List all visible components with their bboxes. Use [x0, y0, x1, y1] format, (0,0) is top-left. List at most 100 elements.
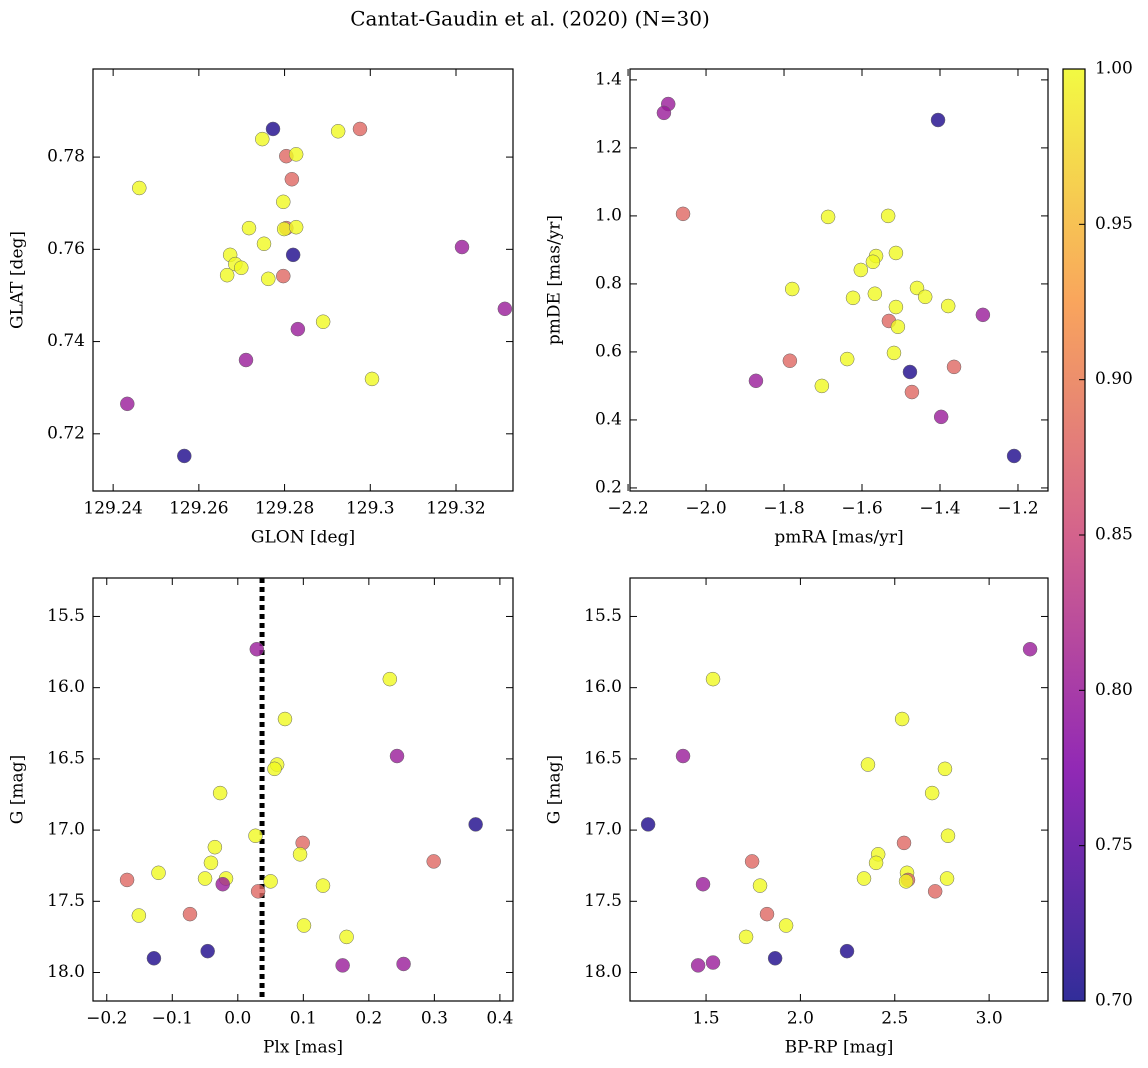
y-tick-label: 16.0	[584, 677, 622, 697]
x-tick-label: 129.24	[83, 499, 142, 519]
point	[865, 254, 881, 270]
point	[335, 958, 350, 973]
point	[867, 286, 883, 302]
point	[675, 748, 691, 764]
point	[285, 247, 301, 263]
point	[396, 956, 411, 972]
y-tick-label: 17.0	[47, 820, 85, 840]
point	[917, 289, 933, 305]
x-tick-label: −1.6	[841, 499, 882, 519]
point	[288, 147, 304, 162]
y-tick-label: 0.6	[595, 341, 622, 361]
point	[238, 352, 254, 368]
x-tick-label: −1.4	[919, 499, 960, 519]
colorbar-tick-label: 1.00	[1095, 59, 1133, 79]
point	[839, 351, 855, 367]
x-tick-label: −2.0	[685, 499, 726, 519]
x-tick-label: −1.8	[763, 499, 804, 519]
point	[860, 757, 876, 772]
plot-frame	[92, 68, 514, 492]
point	[705, 955, 721, 970]
point	[203, 855, 219, 871]
point	[454, 239, 470, 255]
y-tick-label: 0.2	[595, 477, 622, 497]
y-tick-label: 16.5	[47, 748, 85, 768]
x-tick-label: 2.0	[787, 1009, 814, 1029]
point	[426, 854, 441, 869]
point	[814, 378, 830, 394]
point	[131, 908, 147, 923]
y-tick-label: 15.5	[584, 606, 622, 626]
point	[276, 194, 291, 210]
x-tick-label: 129.26	[169, 499, 228, 519]
point	[277, 711, 293, 727]
point	[250, 884, 266, 899]
point	[767, 951, 783, 966]
point	[904, 384, 920, 400]
point	[330, 124, 346, 139]
y-tick-label: 17.0	[584, 820, 622, 840]
y-tick-label: 0.78	[47, 147, 85, 167]
point	[276, 268, 291, 284]
x-axis-label: BP-RP [mag]	[785, 1038, 894, 1058]
x-tick-label: −1.2	[997, 499, 1038, 519]
point	[975, 307, 991, 323]
point	[896, 835, 912, 851]
point	[200, 943, 215, 959]
point	[284, 171, 300, 187]
y-tick-label: 16.5	[584, 748, 622, 768]
x-tick-label: 1.5	[693, 1009, 720, 1029]
point	[207, 839, 223, 855]
plot-frame	[629, 68, 1049, 492]
point	[902, 364, 918, 380]
point	[886, 345, 902, 361]
point	[695, 876, 711, 892]
point	[640, 817, 656, 832]
y-tick-label: 0.8	[595, 273, 622, 293]
point	[853, 262, 869, 278]
point	[261, 271, 276, 287]
y-tick-label: 1.4	[595, 69, 622, 89]
point	[1022, 641, 1038, 657]
y-tick-label: 0.74	[47, 331, 85, 351]
point	[890, 319, 906, 335]
point	[177, 448, 192, 464]
y-tick-label: 17.5	[584, 891, 622, 911]
point	[315, 314, 331, 329]
y-axis-label: pmDE [mas/yr]	[545, 215, 565, 345]
point	[497, 301, 513, 317]
point	[690, 958, 706, 973]
point	[748, 373, 764, 389]
point	[182, 906, 198, 922]
point	[946, 359, 962, 375]
point	[248, 828, 263, 844]
point	[288, 219, 304, 235]
plot-frame	[92, 577, 514, 1002]
point	[382, 671, 398, 687]
y-tick-label: 17.5	[47, 891, 85, 911]
colorbar-tick-label: 0.95	[1095, 214, 1133, 234]
point	[930, 112, 946, 128]
point	[255, 131, 270, 147]
point	[315, 878, 331, 893]
point	[151, 865, 166, 881]
point	[782, 353, 798, 369]
point	[924, 785, 940, 801]
point	[276, 221, 292, 237]
y-tick-label: 0.72	[47, 423, 85, 443]
y-tick-label: 16.0	[47, 677, 85, 697]
point	[845, 290, 861, 306]
point	[132, 180, 147, 196]
y-tick-label: 1.2	[595, 137, 622, 157]
point	[364, 371, 380, 387]
colorbar-tick-label: 0.80	[1095, 680, 1133, 700]
x-tick-label: 0.1	[290, 1009, 317, 1029]
point	[468, 817, 483, 832]
point	[939, 871, 955, 886]
point	[352, 121, 368, 137]
point	[120, 396, 135, 412]
y-tick-label: 0.4	[595, 409, 622, 429]
x-axis-label: Plx [mas]	[263, 1038, 343, 1058]
point	[820, 209, 836, 225]
